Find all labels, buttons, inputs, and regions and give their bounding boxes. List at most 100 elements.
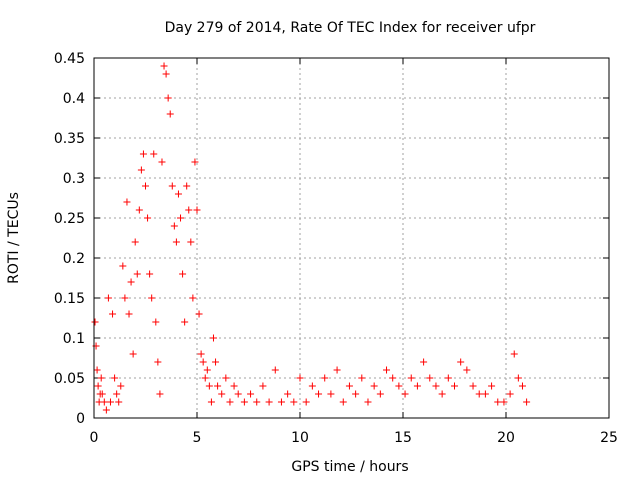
data-point <box>109 310 117 318</box>
data-point <box>277 398 285 406</box>
data-point <box>451 382 458 390</box>
data-point <box>218 390 226 398</box>
data-point <box>187 238 195 246</box>
data-point <box>183 182 191 190</box>
data-point <box>506 390 514 398</box>
data-point <box>127 278 135 286</box>
data-point <box>510 350 518 358</box>
data-point <box>413 382 421 390</box>
data-point <box>209 334 217 342</box>
data-point <box>195 310 203 318</box>
data-point <box>290 398 298 406</box>
data-point <box>172 238 180 246</box>
x-tick-label: 25 <box>600 430 618 446</box>
data-point <box>97 374 105 382</box>
y-tick-label: 0.05 <box>54 371 85 387</box>
x-tick-label: 0 <box>90 430 99 446</box>
y-tick-label: 0.45 <box>54 51 85 67</box>
data-point <box>469 382 477 390</box>
data-point <box>284 390 292 398</box>
y-tick-label: 0.15 <box>54 291 85 307</box>
data-point <box>146 270 154 278</box>
chart-title: Day 279 of 2014, Rate Of TEC Index for r… <box>165 20 536 36</box>
data-point <box>207 398 215 406</box>
data-point <box>333 366 341 374</box>
data-point <box>321 374 329 382</box>
data-point <box>102 406 110 414</box>
data-point <box>203 366 211 374</box>
data-point <box>383 366 391 374</box>
x-tick-label: 5 <box>193 430 202 446</box>
data-point <box>302 398 310 406</box>
data-point <box>119 262 127 270</box>
y-tick-label: 0.2 <box>63 251 85 267</box>
data-point <box>150 150 158 158</box>
data-point <box>201 374 209 382</box>
data-point <box>144 214 152 222</box>
data-point <box>432 382 440 390</box>
data-point <box>135 206 143 214</box>
data-point <box>523 398 531 406</box>
data-point <box>115 398 123 406</box>
data-point <box>426 374 434 382</box>
data-point <box>463 366 471 374</box>
data-point <box>121 294 129 302</box>
data-point <box>339 398 347 406</box>
data-point <box>133 270 141 278</box>
data-point <box>247 390 255 398</box>
data-point <box>197 350 205 358</box>
data-point <box>162 70 170 78</box>
data-point <box>106 398 114 406</box>
data-point <box>168 182 176 190</box>
y-tick-label: 0.25 <box>54 211 85 227</box>
data-point <box>123 198 131 206</box>
data-point <box>98 390 106 398</box>
data-point <box>174 190 182 198</box>
data-point <box>158 158 166 166</box>
data-point <box>166 110 174 118</box>
data-point <box>152 318 160 326</box>
data-point <box>142 182 149 190</box>
plot-frame <box>93 57 610 419</box>
data-point <box>457 358 465 366</box>
data-point <box>364 398 372 406</box>
y-axis-label: ROTI / TECUs <box>6 192 22 284</box>
data-point <box>131 238 139 246</box>
data-point <box>226 398 234 406</box>
data-point <box>104 294 112 302</box>
data-point <box>438 390 446 398</box>
data-point <box>100 398 108 406</box>
tick-label-layer: 0 5 10 15 20 25 0 0.05 0.1 0.15 0.2 0.25 0.3 0.35 0.4 0… <box>54 51 618 446</box>
data-point <box>191 158 199 166</box>
data-point <box>222 374 230 382</box>
data-point <box>154 358 162 366</box>
data-point <box>514 374 522 382</box>
data-point <box>179 270 187 278</box>
data-point <box>234 390 242 398</box>
data-point <box>420 358 428 366</box>
data-point <box>488 382 496 390</box>
data-point <box>214 382 222 390</box>
data-point <box>401 390 409 398</box>
data-point <box>296 374 304 382</box>
data-point <box>240 398 248 406</box>
data-point <box>265 398 273 406</box>
data-point <box>205 382 213 390</box>
y-tick-label: 0.3 <box>63 171 85 187</box>
x-axis-label: GPS time / hours <box>291 459 408 475</box>
data-point <box>137 166 145 174</box>
y-tick-label: 0 <box>76 411 85 427</box>
data-point <box>129 350 137 358</box>
data-point <box>170 222 178 230</box>
data-point <box>308 382 316 390</box>
data-point <box>376 390 384 398</box>
data-point <box>164 94 172 102</box>
data-point <box>481 390 489 398</box>
data-point <box>352 390 360 398</box>
data-point <box>139 150 147 158</box>
data-point <box>475 390 483 398</box>
data-point <box>94 382 102 390</box>
data-point <box>185 206 193 214</box>
